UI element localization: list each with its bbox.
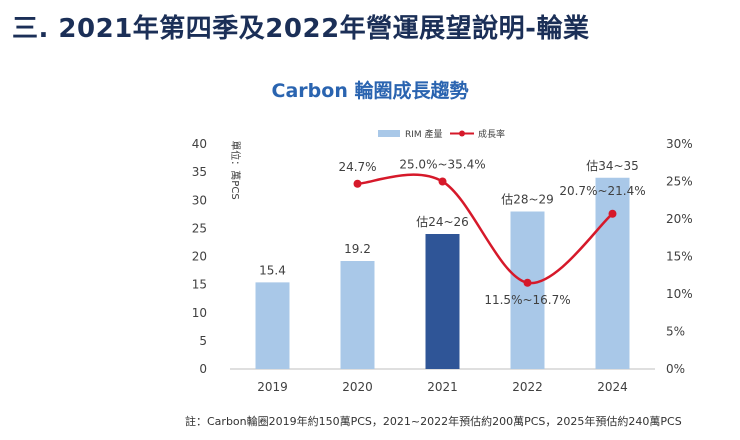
y-tick-label: 30	[192, 193, 207, 207]
x-tick-label: 2019	[257, 380, 288, 394]
bar-2020	[340, 261, 375, 369]
legend-label-line: 成長率	[478, 128, 505, 140]
bar-2024	[595, 177, 630, 369]
growth-rate-point-2022	[523, 278, 532, 287]
growth-rate-label: 11.5%~16.7%	[484, 293, 570, 307]
x-tick-label: 2022	[512, 380, 543, 394]
y2-tick-label: 0%	[666, 362, 685, 376]
growth-rate-point-2021	[438, 177, 447, 186]
x-tick-label: 2020	[342, 380, 373, 394]
y-tick-label: 10	[192, 306, 207, 320]
y2-tick-label: 30%	[666, 137, 693, 151]
legend-marker-line	[459, 130, 465, 137]
bar-label: 15.4	[259, 263, 286, 277]
y-tick-label: 40	[192, 137, 207, 151]
growth-rate-label: 20.7%~21.4%	[559, 184, 645, 198]
legend-swatch-bar	[378, 130, 400, 137]
y-tick-label: 15	[192, 278, 207, 292]
growth-rate-label: 25.0%~35.4%	[399, 158, 485, 172]
chart-title: Carbon 輪圈成長趨勢	[271, 80, 469, 102]
legend-label-bar: RIM 產量	[405, 128, 443, 140]
y2-tick-label: 5%	[666, 325, 685, 339]
slide-title: 三. 2021年第四季及2022年營運展望說明-輪業	[12, 14, 590, 44]
y2-tick-label: 25%	[666, 175, 693, 189]
bar-label: 估34~35	[586, 159, 639, 173]
growth-rate-line	[357, 173, 614, 285]
y-tick-label: 20	[192, 250, 207, 264]
y2-tick-label: 15%	[666, 250, 693, 264]
bar-label: 19.2	[344, 242, 371, 256]
y-axis-label: 單位：萬PCS	[229, 140, 242, 199]
y2-tick-label: 10%	[666, 287, 693, 301]
footnote: 註：Carbon輪圈2019年約150萬PCS，2021~2022年預估約200…	[185, 415, 682, 428]
bar-2019	[255, 282, 290, 369]
bar-2022	[510, 211, 545, 369]
y-tick-label: 5	[199, 334, 207, 348]
bar-2021	[425, 234, 460, 369]
y-tick-label: 25	[192, 221, 207, 235]
x-tick-label: 2021	[427, 380, 458, 394]
growth-rate-label: 24.7%	[338, 160, 376, 174]
bar-label: 估28~29	[501, 193, 554, 207]
bar-label: 估24~26	[416, 215, 469, 229]
growth-rate-point-2024	[608, 209, 617, 218]
growth-rate-point-2020	[353, 179, 362, 188]
y-tick-label: 35	[192, 165, 207, 179]
y2-tick-label: 20%	[666, 212, 693, 226]
x-tick-label: 2024	[597, 380, 628, 394]
y-tick-label: 0	[199, 362, 207, 376]
